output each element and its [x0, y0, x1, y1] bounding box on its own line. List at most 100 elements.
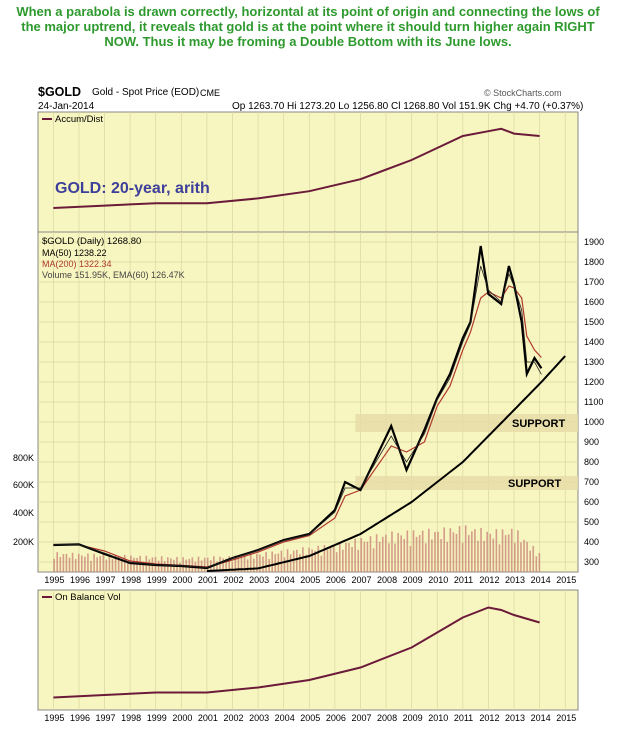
volume-bar	[366, 541, 369, 572]
volume-bar	[434, 531, 436, 572]
volume-bar	[394, 543, 396, 572]
volume-bar	[437, 531, 439, 572]
volume-bar	[216, 561, 218, 572]
volume-bar	[461, 542, 464, 572]
legend-ma200: MA(200) 1322.34	[42, 259, 112, 269]
accum-dist-panel: Accum/Dist GOLD: 20-year, arith	[37, 111, 579, 233]
volume-bar	[452, 532, 455, 572]
volume-bar	[292, 550, 295, 572]
volume-bar	[123, 554, 126, 572]
obv-line	[53, 606, 540, 699]
volume-bar	[415, 536, 418, 572]
volume-bar	[400, 535, 402, 572]
x-tick-label: 2003	[249, 713, 269, 723]
volume-bar	[249, 553, 252, 572]
x-tick-label: 2008	[377, 713, 397, 723]
volume-bar	[127, 560, 129, 572]
y-tick-label: 700	[584, 477, 599, 487]
y-tick-label: 500	[584, 517, 599, 527]
volume-bar	[74, 559, 77, 572]
volume-bar	[510, 528, 513, 572]
volume-bar	[234, 555, 237, 572]
volume-bar	[191, 557, 194, 572]
obv-label: On Balance Vol	[55, 592, 121, 603]
volume-bar	[348, 542, 350, 572]
exchange-label: CME	[200, 88, 220, 98]
volume-bar	[443, 527, 445, 572]
volume-bar	[332, 544, 335, 572]
volume-bar	[474, 529, 476, 572]
x-tick-label: 2012	[479, 575, 499, 585]
volume-bar	[320, 555, 323, 572]
volume-bar	[108, 554, 111, 572]
volume-bar	[464, 525, 467, 572]
volume-bar	[53, 558, 55, 572]
volume-bar	[406, 530, 409, 572]
volume-bar	[458, 526, 461, 572]
volume-bar	[182, 557, 184, 572]
volume-bar	[342, 549, 344, 572]
volume-bar	[351, 546, 353, 572]
x-tick-label: 2011	[454, 575, 473, 585]
volume-bar	[206, 557, 209, 572]
volume-bar	[504, 535, 507, 572]
x-tick-label: 2004	[275, 713, 295, 723]
volume-bar	[93, 553, 95, 572]
y-tick-label: 1600	[584, 297, 604, 307]
volume-bar	[412, 530, 415, 572]
volume-bar	[237, 558, 240, 572]
volume-bar	[56, 552, 59, 572]
volume-bar	[440, 538, 442, 572]
x-tick-label: 2010	[428, 713, 448, 723]
volume-bar	[219, 556, 221, 572]
volume-bar	[514, 542, 516, 572]
x-tick-label: 2001	[198, 575, 218, 585]
volume-bar	[385, 534, 387, 572]
volume-bar	[498, 544, 501, 572]
volume-bar	[299, 554, 301, 572]
x-tick-label: 2000	[172, 713, 192, 723]
x-tick-label: 1999	[147, 713, 167, 723]
volume-bar	[492, 538, 495, 572]
volume-bar	[62, 554, 65, 572]
x-tick-label: 2002	[224, 713, 244, 723]
legend-ma50: MA(50) 1238.22	[42, 248, 107, 258]
volume-bar	[111, 559, 114, 572]
volume-tick-label: 200K	[13, 537, 34, 547]
y-tick-label: 1300	[584, 357, 604, 367]
y-tick-label: 1200	[584, 377, 604, 387]
volume-bar	[203, 557, 206, 572]
volume-bar	[157, 560, 160, 572]
volume-bar	[477, 540, 479, 572]
volume-tick-label: 800K	[13, 453, 34, 463]
volume-bar	[280, 550, 283, 572]
volume-bar	[378, 541, 381, 572]
volume-bar	[80, 555, 83, 572]
volume-bar	[523, 539, 525, 572]
x-tick-label: 1995	[44, 713, 64, 723]
headline-annotation: When a parabola is drawn correctly, hori…	[16, 4, 600, 49]
volume-bar	[517, 530, 519, 572]
volume-bar	[520, 542, 522, 572]
volume-bar	[538, 553, 541, 572]
volume-bar	[283, 557, 286, 572]
accum-dist-label: Accum/Dist	[55, 114, 103, 125]
volume-bar	[231, 561, 234, 572]
x-tick-label: 2006	[326, 713, 346, 723]
volume-bar	[345, 542, 347, 572]
accum-dist-line	[53, 127, 540, 209]
volume-bar	[114, 555, 117, 572]
x-tick-label: 1997	[96, 713, 116, 723]
volume-bar	[96, 557, 98, 572]
quote-date: 24-Jan-2014	[38, 101, 95, 112]
support-label-upper: SUPPORT	[512, 418, 565, 430]
volume-tick-label: 400K	[13, 508, 34, 518]
volume-bar	[486, 531, 488, 572]
volume-bar	[480, 527, 482, 572]
volume-bar	[246, 559, 249, 572]
volume-bar	[526, 541, 528, 572]
volume-bar	[311, 549, 313, 572]
volume-bar	[449, 528, 452, 572]
x-tick-label: 2003	[249, 575, 269, 585]
